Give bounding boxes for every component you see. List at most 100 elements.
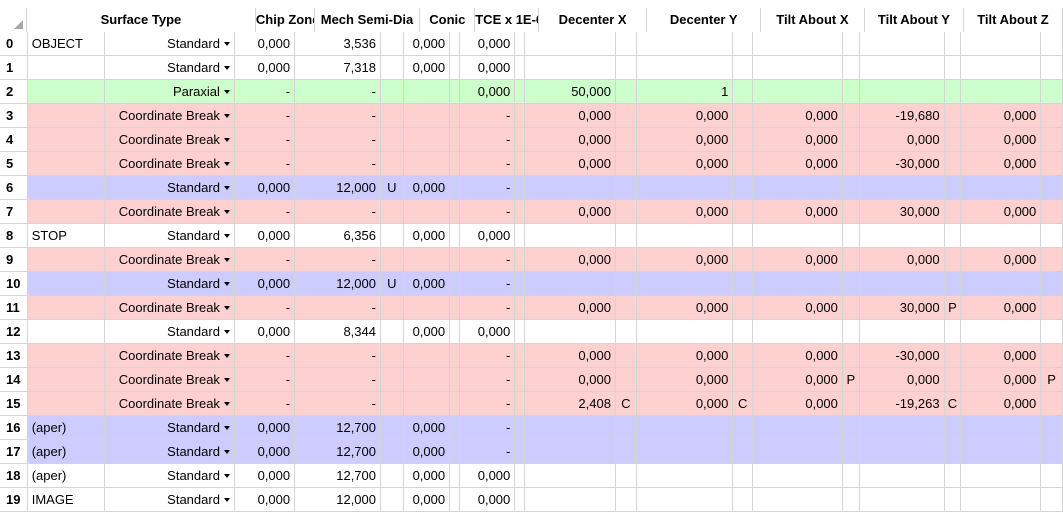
dropdown-arrow-icon[interactable] bbox=[223, 89, 230, 94]
select-all-corner[interactable] bbox=[0, 8, 27, 32]
conic-solve-cell[interactable] bbox=[450, 32, 460, 55]
comment-cell[interactable] bbox=[28, 176, 105, 199]
surface-type-cell[interactable]: Coordinate Break bbox=[105, 200, 235, 223]
mech-semi-dia-cell[interactable]: - bbox=[295, 152, 381, 175]
comment-cell[interactable] bbox=[28, 392, 105, 415]
tilt-about-y-cell[interactable] bbox=[860, 272, 945, 295]
chip-zone-cell[interactable]: - bbox=[235, 152, 296, 175]
tilt-about-y-solve-cell[interactable] bbox=[945, 80, 962, 103]
tilt-about-x-solve-cell[interactable] bbox=[843, 464, 860, 487]
chip-zone-cell[interactable]: 0,000 bbox=[235, 32, 296, 55]
tilt-about-y-solve-cell[interactable] bbox=[945, 176, 962, 199]
tilt-about-y-solve-cell[interactable]: P bbox=[945, 296, 962, 319]
tilt-about-z-solve-cell[interactable] bbox=[1041, 32, 1063, 55]
tilt-about-z-solve-cell[interactable] bbox=[1041, 224, 1063, 247]
conic-solve-cell[interactable] bbox=[450, 272, 460, 295]
tilt-about-x-cell[interactable] bbox=[753, 464, 843, 487]
tilt-about-x-solve-cell[interactable] bbox=[843, 416, 860, 439]
tilt-about-y-cell[interactable]: 30,000 bbox=[860, 296, 945, 319]
header-decenter-x[interactable]: Decenter X bbox=[539, 8, 648, 32]
tilt-about-z-solve-cell[interactable] bbox=[1041, 320, 1063, 343]
tilt-about-x-cell[interactable]: 0,000 bbox=[753, 152, 843, 175]
header-tilt-about-x[interactable]: Tilt About X bbox=[761, 8, 865, 32]
tce-solve-cell[interactable] bbox=[515, 392, 526, 415]
tce-cell[interactable]: - bbox=[460, 392, 516, 415]
decenter-y-solve-cell[interactable] bbox=[733, 104, 754, 127]
surface-row[interactable]: 10 Standard 0,000 12,000 U 0,000- bbox=[0, 272, 1063, 296]
decenter-y-solve-cell[interactable] bbox=[733, 368, 754, 391]
decenter-x-cell[interactable] bbox=[525, 56, 616, 79]
decenter-y-cell[interactable]: 0,000 bbox=[637, 104, 734, 127]
tce-solve-cell[interactable] bbox=[515, 464, 526, 487]
header-chip-zone[interactable]: Chip Zone bbox=[256, 8, 315, 32]
conic-cell[interactable] bbox=[404, 200, 451, 223]
surface-number-cell[interactable]: 17 bbox=[0, 440, 28, 463]
conic-solve-cell[interactable] bbox=[450, 200, 460, 223]
tilt-about-x-cell[interactable] bbox=[753, 440, 843, 463]
tilt-about-z-solve-cell[interactable] bbox=[1041, 416, 1063, 439]
tce-cell[interactable]: - bbox=[460, 344, 516, 367]
tilt-about-x-solve-cell[interactable] bbox=[843, 176, 860, 199]
surface-row[interactable]: 5 Coordinate Break - - -0,000 0,000 0,000 -30,0… bbox=[0, 152, 1063, 176]
decenter-x-solve-cell[interactable] bbox=[616, 128, 637, 151]
decenter-y-cell[interactable] bbox=[637, 320, 734, 343]
tilt-about-z-cell[interactable] bbox=[961, 80, 1042, 103]
comment-cell[interactable] bbox=[28, 272, 105, 295]
surface-number-cell[interactable]: 13 bbox=[0, 344, 28, 367]
tilt-about-z-solve-cell[interactable] bbox=[1041, 152, 1063, 175]
decenter-y-cell[interactable]: 0,000 bbox=[637, 368, 734, 391]
decenter-x-cell[interactable] bbox=[525, 440, 616, 463]
tilt-about-z-cell[interactable] bbox=[961, 416, 1042, 439]
tilt-about-z-cell[interactable]: 0,000 bbox=[961, 344, 1042, 367]
decenter-x-solve-cell[interactable] bbox=[616, 200, 637, 223]
tce-solve-cell[interactable] bbox=[515, 152, 526, 175]
tce-solve-cell[interactable] bbox=[515, 200, 526, 223]
tilt-about-x-cell[interactable] bbox=[753, 416, 843, 439]
chip-zone-cell[interactable]: - bbox=[235, 368, 296, 391]
chip-zone-cell[interactable]: 0,000 bbox=[235, 440, 296, 463]
tilt-about-z-cell[interactable]: 0,000 bbox=[961, 392, 1042, 415]
dropdown-arrow-icon[interactable] bbox=[223, 281, 230, 286]
tilt-about-x-cell[interactable] bbox=[753, 224, 843, 247]
mech-semi-dia-cell[interactable]: 3,536 bbox=[295, 32, 381, 55]
decenter-y-solve-cell[interactable] bbox=[733, 416, 754, 439]
conic-solve-cell[interactable] bbox=[450, 56, 460, 79]
header-conic[interactable]: Conic bbox=[420, 8, 476, 32]
decenter-y-cell[interactable] bbox=[637, 440, 734, 463]
tilt-about-y-solve-cell[interactable] bbox=[945, 440, 962, 463]
dropdown-arrow-icon[interactable] bbox=[223, 377, 230, 382]
tilt-about-z-solve-cell[interactable] bbox=[1041, 440, 1063, 463]
decenter-y-solve-cell[interactable] bbox=[733, 152, 754, 175]
conic-cell[interactable]: 0,000 bbox=[404, 488, 451, 511]
tilt-about-y-cell[interactable] bbox=[860, 80, 945, 103]
header-surface-type[interactable]: Surface Type bbox=[27, 8, 256, 32]
decenter-x-solve-cell[interactable] bbox=[616, 344, 637, 367]
surface-row[interactable]: 6 Standard 0,000 12,000 U 0,000- bbox=[0, 176, 1063, 200]
tce-solve-cell[interactable] bbox=[515, 368, 526, 391]
mech-semi-dia-cell[interactable]: - bbox=[295, 104, 381, 127]
decenter-x-cell[interactable]: 0,000 bbox=[525, 200, 616, 223]
mech-semi-dia-cell[interactable]: - bbox=[295, 296, 381, 319]
tilt-about-z-solve-cell[interactable] bbox=[1041, 80, 1063, 103]
tilt-about-y-cell[interactable] bbox=[860, 56, 945, 79]
decenter-y-solve-cell[interactable] bbox=[733, 32, 754, 55]
decenter-x-solve-cell[interactable] bbox=[616, 80, 637, 103]
tilt-about-z-solve-cell[interactable] bbox=[1041, 176, 1063, 199]
decenter-x-cell[interactable]: 2,408 bbox=[525, 392, 616, 415]
decenter-y-solve-cell[interactable] bbox=[733, 80, 754, 103]
surface-row[interactable]: 19 IMAGE Standard 0,000 12,000 0,000 0,000 bbox=[0, 488, 1063, 512]
chip-zone-cell[interactable]: - bbox=[235, 392, 296, 415]
comment-cell[interactable]: (aper) bbox=[28, 464, 105, 487]
surface-type-cell[interactable]: Coordinate Break bbox=[105, 392, 235, 415]
comment-cell[interactable] bbox=[28, 296, 105, 319]
tilt-about-y-solve-cell[interactable] bbox=[945, 488, 962, 511]
surface-row[interactable]: 3 Coordinate Break - - -0,000 0,000 0,000 -19,6… bbox=[0, 104, 1063, 128]
conic-solve-cell[interactable] bbox=[450, 80, 460, 103]
mech-semi-dia-cell[interactable]: 8,344 bbox=[295, 320, 381, 343]
comment-cell[interactable] bbox=[28, 128, 105, 151]
header-tce[interactable]: TCE x 1E-6 bbox=[475, 8, 539, 32]
tilt-about-z-cell[interactable] bbox=[961, 32, 1042, 55]
decenter-y-solve-cell[interactable] bbox=[733, 440, 754, 463]
mech-semi-dia-solve-cell[interactable] bbox=[381, 296, 404, 319]
mech-semi-dia-solve-cell[interactable] bbox=[381, 464, 404, 487]
